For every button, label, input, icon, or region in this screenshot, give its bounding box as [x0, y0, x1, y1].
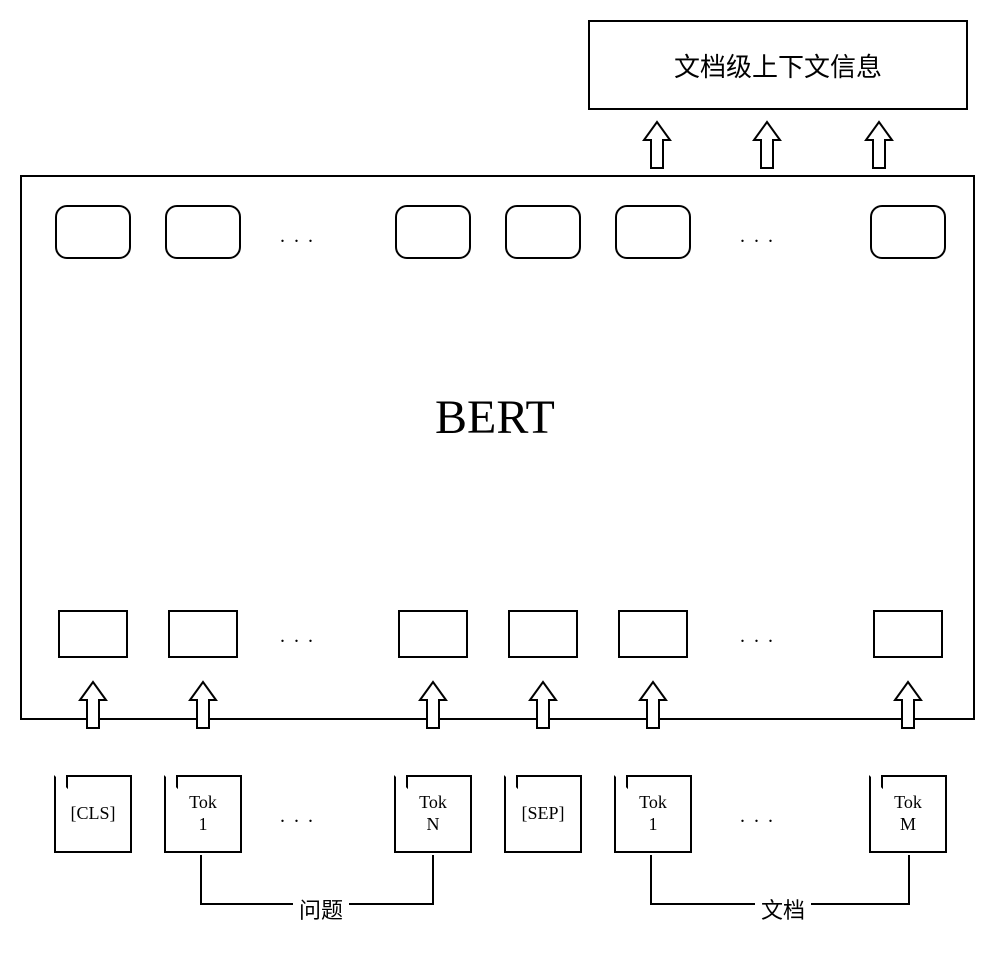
top-slot-3: [395, 205, 471, 259]
arrow-top-1: [640, 120, 674, 172]
bert-box: [20, 175, 975, 720]
token-q-n: Tok N: [394, 775, 472, 853]
top-slot-6: [870, 205, 946, 259]
dots-bottom-1: . . .: [280, 625, 315, 648]
arrow-top-2: [750, 120, 784, 172]
top-slot-4: [505, 205, 581, 259]
arrow-top-3: [862, 120, 896, 172]
token-d-1-l1: Tok: [639, 792, 667, 814]
token-q-1: Tok 1: [164, 775, 242, 853]
token-cls-label: [CLS]: [71, 803, 116, 825]
bottom-slot-5: [618, 610, 688, 658]
top-slot-1: [55, 205, 131, 259]
token-q-n-l2: N: [427, 814, 440, 836]
bert-label: BERT: [435, 390, 555, 445]
token-d-m-l2: M: [900, 814, 916, 836]
token-sep-label: [SEP]: [521, 803, 564, 825]
top-slot-5: [615, 205, 691, 259]
arrow-in-1: [76, 680, 110, 732]
output-box: 文档级上下文信息: [588, 20, 968, 110]
bottom-slot-4: [508, 610, 578, 658]
dots-top-1: . . .: [280, 225, 315, 248]
arrow-in-6: [891, 680, 925, 732]
dots-bottom-2: . . .: [740, 625, 775, 648]
token-q-1-l1: Tok: [189, 792, 217, 814]
bottom-slot-1: [58, 610, 128, 658]
token-d-1: Tok 1: [614, 775, 692, 853]
token-q-1-l2: 1: [199, 814, 208, 836]
token-sep: [SEP]: [504, 775, 582, 853]
dots-top-2: . . .: [740, 225, 775, 248]
bottom-slot-6: [873, 610, 943, 658]
arrow-in-5: [636, 680, 670, 732]
arrow-in-4: [526, 680, 560, 732]
bottom-slot-2: [168, 610, 238, 658]
token-d-m-l1: Tok: [894, 792, 922, 814]
dots-token-2: . . .: [740, 805, 775, 828]
token-d-1-l2: 1: [649, 814, 658, 836]
arrow-in-2: [186, 680, 220, 732]
token-q-n-l1: Tok: [419, 792, 447, 814]
dots-token-1: . . .: [280, 805, 315, 828]
arrow-in-3: [416, 680, 450, 732]
bottom-slot-3: [398, 610, 468, 658]
bracket-document-label: 文档: [755, 893, 811, 925]
token-d-m: Tok M: [869, 775, 947, 853]
top-slot-2: [165, 205, 241, 259]
bracket-question-label: 问题: [293, 893, 349, 925]
output-label: 文档级上下文信息: [674, 47, 882, 84]
token-cls: [CLS]: [54, 775, 132, 853]
